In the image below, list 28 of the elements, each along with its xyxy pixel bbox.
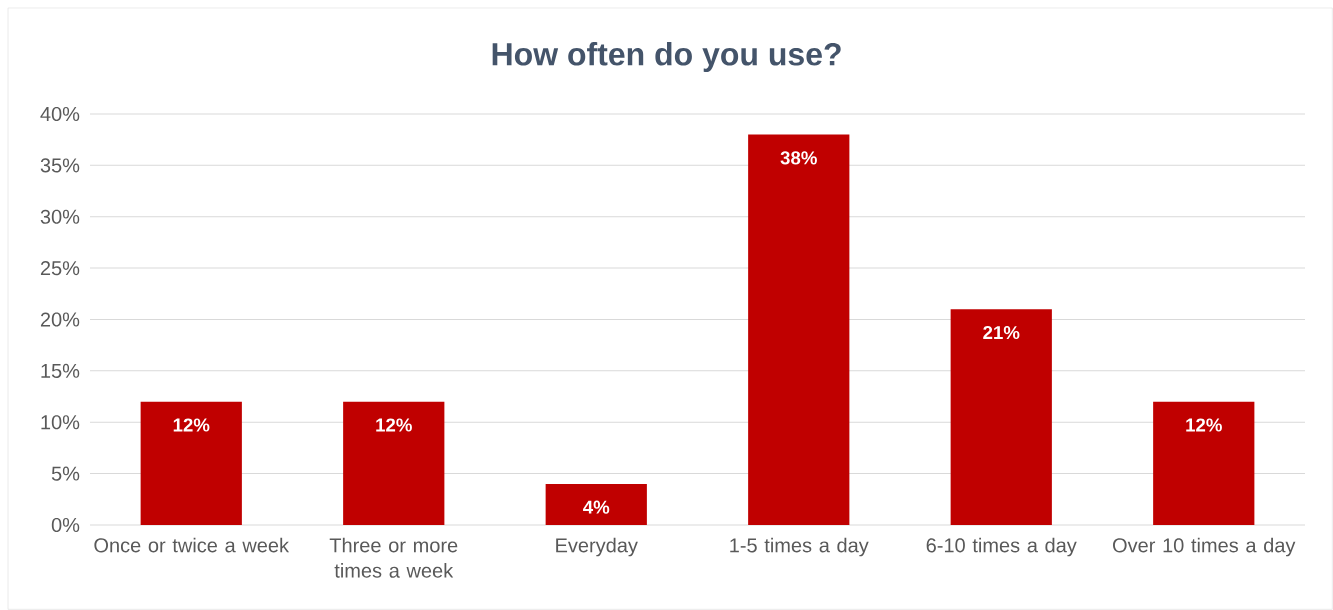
y-tick-label: 15% [41,363,80,378]
y-tick-label: 0% [51,517,80,533]
data-label: 12% [173,418,210,432]
data-label: 12% [376,418,412,432]
x-tick-label: Over 10 times a day [1113,537,1296,557]
bar [1153,401,1255,525]
x-tick-label: Once or twice a week [94,537,290,553]
y-tick-label: 30% [40,209,80,224]
y-tick-label: 10% [41,415,80,430]
data-label: 21% [983,325,1020,340]
x-tick-label: Three or more times a week [329,537,458,578]
chart-title: How often do you use? [492,42,841,72]
x-tick-label: 1-5 times a day [730,537,869,557]
data-label: 38% [780,151,817,165]
y-tick-label: 35% [40,158,80,173]
bar [950,309,1052,525]
y-tick-label: 40% [40,106,80,122]
bar [343,401,445,525]
bar [140,401,242,525]
y-tick-label: 25% [40,261,80,276]
x-tick-label: 6-10 times a day [926,537,1077,557]
y-tick-label: 20% [40,312,80,327]
bar [545,483,647,525]
x-tick-label: Everyday [556,537,638,557]
bar [748,134,850,525]
data-label: 12% [1186,418,1222,432]
data-label: 4% [583,500,610,514]
y-tick-label: 5% [51,466,80,481]
